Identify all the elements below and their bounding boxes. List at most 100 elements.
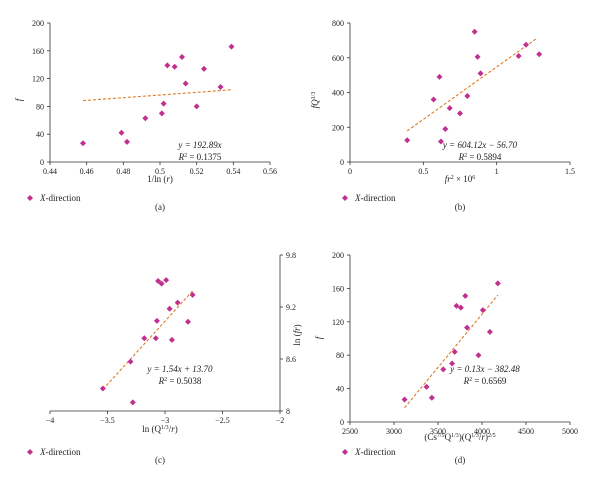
x-tick-label: 0.46 bbox=[80, 167, 94, 176]
data-point bbox=[449, 360, 456, 367]
data-point bbox=[401, 396, 408, 403]
panel-caption: (a) bbox=[155, 202, 165, 212]
y-tick-label: 8.6 bbox=[286, 355, 296, 364]
data-point bbox=[182, 80, 189, 87]
data-point bbox=[228, 43, 235, 50]
data-point bbox=[464, 324, 471, 331]
panel-caption: (d) bbox=[455, 455, 466, 465]
y-tick-label: 9.8 bbox=[286, 251, 296, 260]
data-point bbox=[141, 335, 148, 342]
legend-label: X-direction bbox=[39, 193, 81, 203]
y-tick-label: 160 bbox=[32, 47, 44, 56]
data-point bbox=[99, 385, 106, 392]
trendline bbox=[406, 38, 537, 132]
y-tick-label: 120 bbox=[332, 318, 344, 327]
data-point bbox=[118, 129, 125, 136]
chart-panel-b: 0 0.5 1 1.5 0 200 400 600 800 y = 604.12x − 56.70… bbox=[310, 19, 575, 212]
x-tick-label: 0.48 bbox=[116, 167, 130, 176]
data-point bbox=[479, 307, 486, 314]
y-tick-label: 9.2 bbox=[286, 303, 296, 312]
data-point bbox=[160, 100, 167, 107]
trendline bbox=[102, 289, 195, 390]
data-point bbox=[453, 302, 460, 309]
data-point bbox=[430, 96, 437, 103]
r-squared: R2 = 0.6569 bbox=[463, 376, 507, 386]
data-point bbox=[464, 92, 471, 99]
data-point bbox=[153, 317, 160, 324]
y-tick-label: 200 bbox=[332, 123, 344, 132]
legend-marker bbox=[27, 449, 33, 455]
data-point bbox=[179, 54, 185, 61]
chart-panel-c: −4 −3.5 −3 −2.5 −28 8.6 9.2 9.8 y = 1.54x + 13.7… bbox=[27, 251, 302, 465]
x-axis-label: fr2 × 106 bbox=[445, 174, 476, 184]
data-point bbox=[152, 335, 159, 342]
data-point bbox=[155, 278, 162, 284]
data-point bbox=[474, 53, 481, 60]
x-tick-label: −4 bbox=[46, 416, 55, 425]
x-axis-label: ln (Q1/3/r) bbox=[142, 424, 177, 434]
x-tick-label: 3500 bbox=[430, 427, 446, 436]
data-point bbox=[163, 277, 170, 284]
y-tick-label: 400 bbox=[332, 89, 344, 98]
x-tick-label: 0.44 bbox=[43, 167, 57, 176]
chart-panel-d: 2500 3000 3500 4000 4500 5000 0 40 80 120 160 200 y … bbox=[314, 251, 578, 465]
x-tick-label: 0.52 bbox=[190, 167, 204, 176]
legend-marker bbox=[342, 449, 348, 455]
data-point bbox=[475, 352, 482, 359]
data-point bbox=[217, 83, 224, 90]
r-squared: R2 = 0.5038 bbox=[158, 376, 202, 386]
data-point bbox=[428, 394, 435, 401]
data-point bbox=[142, 115, 149, 122]
data-point bbox=[166, 305, 173, 312]
x-tick-label: 4000 bbox=[474, 427, 490, 436]
y-tick-label: 120 bbox=[32, 75, 44, 84]
data-point bbox=[158, 110, 165, 117]
y-tick-label: 600 bbox=[332, 54, 344, 63]
legend-label: X-direction bbox=[39, 447, 81, 457]
data-point bbox=[189, 291, 196, 298]
data-point bbox=[171, 63, 178, 70]
x-axis-label: (Cs7/5Q1/3)(Q1/3/r)2/5 bbox=[424, 432, 495, 442]
y-tick-label: 40 bbox=[336, 385, 344, 394]
panel-caption: (c) bbox=[155, 455, 165, 465]
data-point bbox=[471, 28, 478, 35]
data-point bbox=[174, 299, 181, 306]
y-axis-label: f bbox=[14, 97, 24, 101]
data-point bbox=[127, 358, 134, 365]
x-tick-label: −2 bbox=[276, 416, 285, 425]
x-tick-label: −3 bbox=[161, 416, 170, 425]
x-tick-label: 1.5 bbox=[565, 167, 575, 176]
x-axis-label: 1/ln (r) bbox=[147, 174, 173, 184]
legend-label: X-direction bbox=[354, 193, 396, 203]
legend-label: X-direction bbox=[354, 447, 396, 457]
y-tick-label: 80 bbox=[336, 351, 344, 360]
y-tick-label: 80 bbox=[36, 102, 44, 111]
trend-equation: y = 0.13x − 382.48 bbox=[449, 364, 520, 374]
data-point bbox=[437, 138, 444, 145]
y-tick-label: 200 bbox=[32, 19, 44, 28]
data-point bbox=[164, 62, 171, 69]
x-tick-label: 1 bbox=[495, 167, 499, 176]
x-tick-label: −3.5 bbox=[100, 416, 115, 425]
data-point bbox=[446, 105, 453, 112]
y-tick-label: 8 bbox=[286, 407, 290, 416]
y-axis-label: ln (fr) bbox=[292, 324, 302, 345]
data-point bbox=[523, 41, 529, 48]
data-point bbox=[168, 336, 175, 343]
panel-caption: (b) bbox=[455, 202, 466, 212]
y-tick-label: 200 bbox=[332, 251, 344, 260]
data-point bbox=[462, 292, 469, 299]
x-tick-label: −2.5 bbox=[215, 416, 230, 425]
data-point bbox=[515, 53, 522, 60]
data-point bbox=[440, 366, 447, 373]
x-tick-label: 0.5 bbox=[418, 167, 428, 176]
data-point bbox=[124, 138, 130, 145]
x-tick-label: 2500 bbox=[342, 427, 358, 436]
data-point bbox=[457, 110, 463, 117]
data-point bbox=[442, 125, 449, 132]
chart-panel-a: 0.44 0.46 0.48 0.5 0.52 0.54 0.56 0 40 80 120 160 20… bbox=[14, 19, 277, 212]
y-tick-label: 40 bbox=[36, 130, 44, 139]
y-axis-label: f bbox=[314, 335, 324, 339]
r-squared: R2 = 0.1375 bbox=[178, 152, 222, 162]
